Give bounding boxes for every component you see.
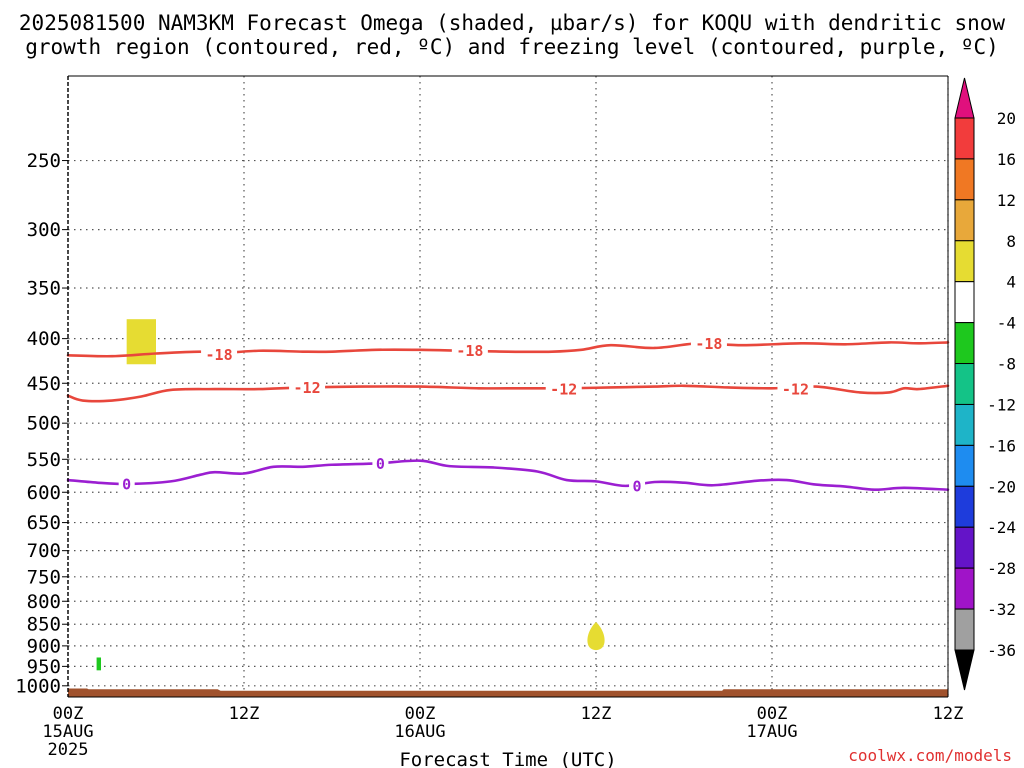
credit-link[interactable]: coolwx.com/models bbox=[848, 746, 1012, 765]
terrain-layer bbox=[68, 688, 948, 697]
chart-title-line-2: growth region (contoured, red, ºC) and f… bbox=[25, 35, 999, 59]
contour-lines: -18 -18 -18 -12 -12 -12 0 0 0 bbox=[66, 334, 950, 495]
contour-label-bg bbox=[118, 474, 135, 493]
contour-line--12 bbox=[66, 384, 950, 403]
contour-label-bg bbox=[289, 378, 326, 397]
colorbar-bin bbox=[954, 117, 975, 160]
colorbar-tick-label: -24 bbox=[987, 518, 1016, 537]
y-tick-label: 850 bbox=[27, 614, 61, 636]
x-tick-label: 00Z bbox=[405, 704, 436, 724]
colorbar-bin bbox=[954, 608, 975, 651]
y-tick-label: 950 bbox=[27, 656, 61, 678]
colorbar-tick-label: -16 bbox=[987, 436, 1016, 455]
x-tick-label: 00Z bbox=[53, 704, 84, 724]
y-tick-label: 750 bbox=[27, 566, 61, 588]
contour-label-bg bbox=[372, 454, 389, 473]
colorbar-tick-label: 16 bbox=[997, 150, 1016, 169]
y-tick-label: 700 bbox=[27, 540, 61, 562]
colorbar-bin bbox=[954, 363, 975, 405]
colorbar-tick-label: 20 bbox=[997, 109, 1016, 128]
colorbar-tick-label: -36 bbox=[987, 641, 1016, 660]
colorbar-bin bbox=[954, 281, 975, 324]
shaded-region-omega-4-to-8 bbox=[126, 319, 156, 365]
shaded-region-omega-4-to-8 bbox=[587, 621, 605, 651]
colorbar-bin bbox=[954, 240, 975, 283]
shaded-region-omega-minus8-to-minus4 bbox=[96, 657, 101, 671]
x-tick-label: 12Z bbox=[581, 704, 612, 724]
y-tick-label: 400 bbox=[27, 328, 61, 350]
y-tick-label: 900 bbox=[27, 635, 61, 657]
contour-label--18: -18 bbox=[206, 346, 233, 364]
terrain-fill bbox=[68, 688, 948, 697]
colorbar-bin bbox=[954, 444, 975, 487]
contour-label-bg bbox=[201, 345, 238, 364]
colorbar-bin bbox=[954, 322, 975, 365]
x-tick-date-label: 17AUG bbox=[746, 722, 797, 742]
contour-label-bg bbox=[690, 334, 727, 353]
colorbar-bin bbox=[954, 485, 975, 528]
contour-label--18: -18 bbox=[695, 335, 722, 353]
colorbar-tick-label: -32 bbox=[987, 600, 1016, 619]
contour-label--18: -18 bbox=[456, 342, 483, 360]
x-tick-label: 12Z bbox=[933, 704, 964, 724]
contour-label-0: 0 bbox=[633, 477, 642, 495]
contour-label--12: -12 bbox=[782, 381, 809, 399]
x-axis-label: Forecast Time (UTC) bbox=[399, 749, 616, 768]
x-tick-year-label: 2025 bbox=[48, 740, 89, 760]
colorbar-tick-label: -8 bbox=[997, 355, 1016, 374]
y-tick-label: 1000 bbox=[15, 675, 61, 697]
contour-label-bg bbox=[777, 380, 814, 399]
y-tick-label: 500 bbox=[27, 413, 61, 435]
colorbar-bin bbox=[954, 567, 975, 610]
x-tick-date-label: 16AUG bbox=[394, 722, 445, 742]
contour-line-0 bbox=[66, 459, 950, 492]
chart-title-line-1: 2025081500 NAM3KM Forecast Omega (shaded… bbox=[19, 11, 1006, 35]
omega-shading bbox=[96, 319, 605, 671]
x-tick-label: 00Z bbox=[757, 704, 788, 724]
colorbar-bin bbox=[954, 403, 975, 446]
colorbar-tick-label: 4 bbox=[1006, 273, 1016, 292]
contour-label-0: 0 bbox=[376, 455, 385, 473]
y-tick-label: 800 bbox=[27, 591, 61, 613]
y-tick-label: 550 bbox=[27, 449, 61, 471]
x-tick-label: 12Z bbox=[229, 704, 260, 724]
y-tick-label: 250 bbox=[27, 150, 61, 172]
contour-label-bg bbox=[451, 341, 488, 360]
plot-frame bbox=[67, 75, 949, 698]
y-axis-pressure: 2503003504004505005506006507007508008509… bbox=[15, 150, 68, 697]
x-tick-date-label: 15AUG bbox=[42, 722, 93, 742]
colorbar-tick-label: 8 bbox=[1006, 232, 1016, 251]
colorbar-bin bbox=[954, 526, 975, 569]
colorbar-bin bbox=[954, 199, 975, 242]
contour-label-bg bbox=[545, 380, 582, 399]
y-tick-label: 300 bbox=[27, 219, 61, 241]
colorbar-tick-label: -4 bbox=[997, 314, 1016, 333]
y-tick-label: 650 bbox=[27, 512, 61, 534]
contour-label-0: 0 bbox=[122, 475, 131, 493]
colorbar-tick-label: -28 bbox=[987, 559, 1016, 578]
colorbar-bin bbox=[954, 158, 975, 201]
colorbar-tick-label: 12 bbox=[997, 191, 1016, 210]
contour-label--12: -12 bbox=[550, 381, 577, 399]
contour-label-bg bbox=[629, 476, 646, 495]
y-tick-label: 350 bbox=[27, 278, 61, 300]
contour-label--12: -12 bbox=[294, 379, 321, 397]
y-tick-label: 450 bbox=[27, 373, 61, 395]
colorbar-tick-label: -12 bbox=[987, 395, 1016, 414]
omega-colorbar: 20 16 12 8 4 -4 -8 -12 -16 -20 -24 -28 -32 -36 bbox=[954, 77, 1016, 691]
y-tick-label: 600 bbox=[27, 482, 61, 504]
colorbar-tick-label: -20 bbox=[987, 477, 1016, 496]
colorbar-bottom-arrow bbox=[954, 649, 975, 691]
colorbar-top-arrow bbox=[954, 77, 975, 119]
